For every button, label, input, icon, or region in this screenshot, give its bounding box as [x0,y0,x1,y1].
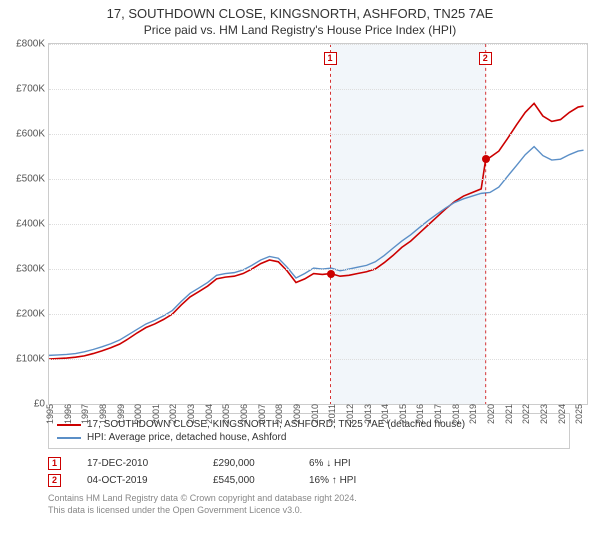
sale-hpi-delta: 16% ↑ HPI [309,475,389,486]
x-axis-label: 2022 [521,404,531,424]
y-axis-label: £700K [16,84,45,95]
series-property [49,103,584,359]
gridline [49,179,587,180]
x-axis-label: 2019 [468,404,478,424]
x-axis-label: 1996 [63,404,73,424]
chart-subtitle: Price paid vs. HM Land Registry's House … [0,21,600,43]
x-axis-label: 1998 [98,404,108,424]
y-axis-label: £800K [16,39,45,50]
x-axis-label: 1997 [80,404,90,424]
x-axis-label: 2007 [257,404,267,424]
x-axis-label: 2005 [221,404,231,424]
x-axis-label: 2002 [168,404,178,424]
x-axis-label: 1995 [45,404,55,424]
x-axis-label: 2025 [574,404,584,424]
sale-price: £545,000 [213,475,283,486]
x-axis-label: 2001 [151,404,161,424]
y-axis-label: £600K [16,129,45,140]
sale-marker-icon: 1 [48,457,61,470]
sales-table: 1 17-DEC-2010 £290,000 6% ↓ HPI 2 04-OCT-2019… [48,455,570,489]
x-axis-label: 2000 [133,404,143,424]
sale-hpi-delta: 6% ↓ HPI [309,458,389,469]
legend-label-hpi: HPI: Average price, detached house, Ashf… [87,432,286,443]
x-axis-label: 2008 [274,404,284,424]
sale-marker-box: 1 [324,52,337,65]
gridline [49,134,587,135]
sales-row: 1 17-DEC-2010 £290,000 6% ↓ HPI [48,455,570,472]
x-axis-label: 2011 [327,404,337,423]
gridline [49,269,587,270]
x-axis-label: 2009 [292,404,302,424]
gridline [49,224,587,225]
chart-container: 17, SOUTHDOWN CLOSE, KINGSNORTH, ASHFORD… [0,0,600,560]
footnote-line1: Contains HM Land Registry data © Crown c… [48,493,570,505]
x-axis-label: 2014 [380,404,390,424]
y-axis-label: £400K [16,219,45,230]
x-axis-label: 2020 [486,404,496,424]
x-axis-label: 2021 [504,404,514,424]
sale-marker-box: 2 [479,52,492,65]
y-axis-label: £100K [16,354,45,365]
x-axis-label: 2023 [539,404,549,424]
gridline [49,314,587,315]
y-axis-label: £300K [16,264,45,275]
y-axis-label: £500K [16,174,45,185]
sale-date: 04-OCT-2019 [87,475,187,486]
sales-row: 2 04-OCT-2019 £545,000 16% ↑ HPI [48,472,570,489]
sale-dot [327,270,335,278]
x-axis-label: 2006 [239,404,249,424]
legend-row-hpi: HPI: Average price, detached house, Ashf… [57,431,561,444]
x-axis-label: 2015 [398,404,408,424]
footnote-line2: This data is licensed under the Open Gov… [48,505,570,517]
legend-swatch-hpi [57,437,81,439]
x-axis-label: 2024 [557,404,567,424]
x-axis-label: 2016 [415,404,425,424]
footnote: Contains HM Land Registry data © Crown c… [48,493,570,516]
x-axis-label: 2017 [433,404,443,424]
gridline [49,89,587,90]
x-axis-label: 2012 [345,404,355,424]
sale-marker-icon: 2 [48,474,61,487]
y-axis-label: £200K [16,309,45,320]
chart-plot-area: £0£100K£200K£300K£400K£500K£600K£700K£80… [48,43,588,405]
y-axis-label: £0 [34,399,45,410]
x-axis-label: 1999 [116,404,126,424]
x-axis-label: 2010 [310,404,320,424]
chart-title: 17, SOUTHDOWN CLOSE, KINGSNORTH, ASHFORD… [0,0,600,21]
x-axis-label: 2018 [451,404,461,424]
gridline [49,44,587,45]
sale-dot [482,155,490,163]
x-axis-label: 2003 [186,404,196,424]
series-hpi [49,147,584,356]
gridline [49,359,587,360]
sale-price: £290,000 [213,458,283,469]
sale-date: 17-DEC-2010 [87,458,187,469]
x-axis-label: 2013 [363,404,373,424]
x-axis-label: 2004 [204,404,214,424]
